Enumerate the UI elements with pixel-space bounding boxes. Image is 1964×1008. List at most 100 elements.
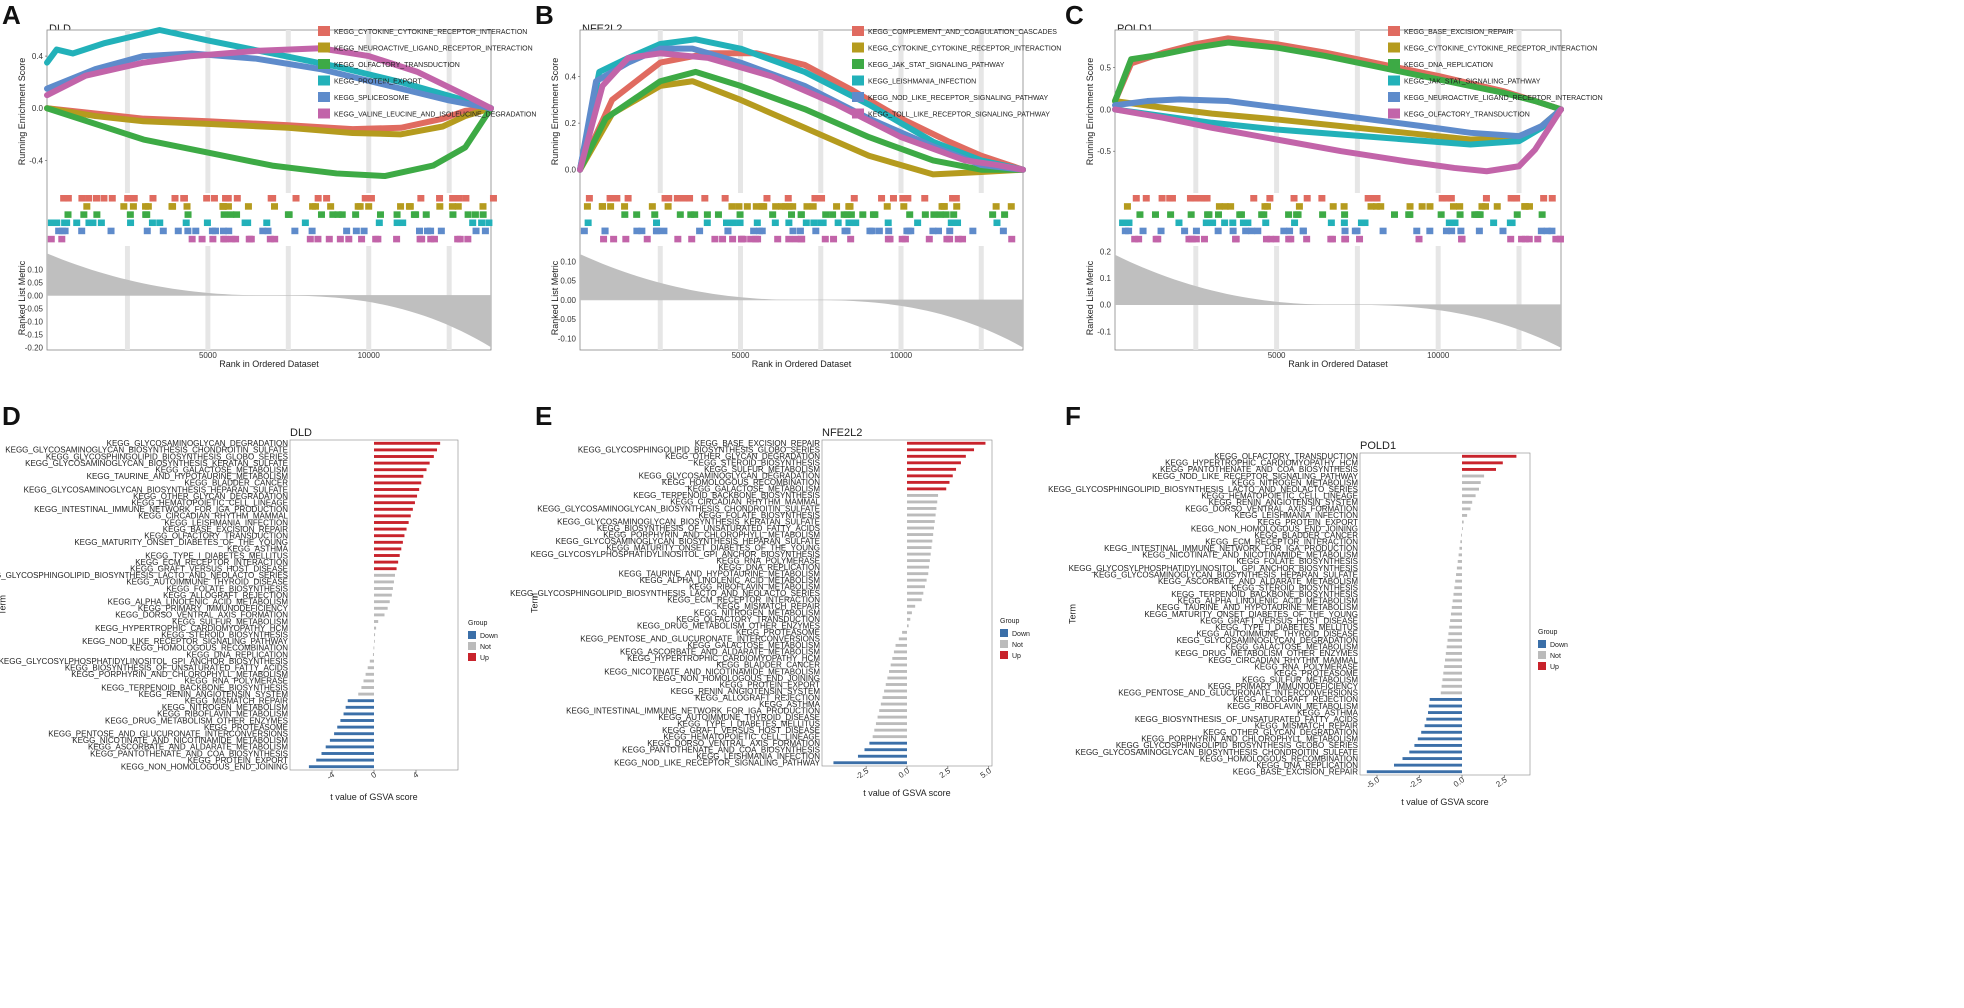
hit-mark [1341,211,1349,218]
rl-ylabel: Ranked List Metric [550,260,560,335]
x-tick-label: -2.5 [854,766,871,782]
term-label: KEGG_GLYCOSAMINOGLYCAN_BIOSYNTHESIS_HEPA… [556,537,820,546]
hit-mark [233,211,241,218]
hit-mark [1303,235,1311,243]
bar-kegg-nod-like-receptor-signaling-pathway [833,761,907,765]
hit-mark [1556,235,1564,243]
term-label: KEGG_INTESTINAL_IMMUNE_NETWORK_FOR_IGA_P… [34,505,288,514]
hit-mark [108,195,116,202]
ranked-list-area [47,253,491,348]
hit-mark [889,195,897,202]
es-tick-label: 0.4 [32,52,44,61]
bar-kegg-glycosaminoglycan-degradation [1447,638,1462,642]
bar-kegg-hypertrophic-cardiomyopathy-hcm [1462,461,1503,465]
bar-kegg-glycosaminoglycan-biosynthesis-keratan-sulfate [374,461,430,465]
hit-mark [365,203,373,210]
legend-swatch [318,108,330,119]
term-label: KEGG_RENIN_ANGIOTENSIN_SYSTEM [1209,498,1359,507]
legend-swatch [852,59,864,69]
bar-kegg-terpenoid-backbone-biosynthesis [907,493,939,497]
rl-tick-label: -0.20 [25,343,44,352]
rl-tick-label: -0.15 [25,330,44,339]
hit-mark [85,219,93,227]
hit-mark [1167,211,1175,218]
bar-kegg-sulfur-metabolism [374,620,379,623]
hit-mark [784,195,792,202]
bar-kegg-nod-like-receptor-signaling-pathway [374,639,375,643]
bar-kegg-riboflavin-metabolism [343,712,374,716]
bar-kegg-bladder-cancer [890,663,907,667]
term-label: KEGG_HOMOLOGOUS_RECOMBINATION [662,478,820,487]
hit-mark [47,235,55,243]
hit-mark [456,235,464,243]
hit-mark [1244,219,1252,227]
legend-label: KEGG_CYTOKINE_CYTOKINE_RECEPTOR_INTERACT… [868,46,1061,53]
hit-mark [1426,203,1434,210]
hit-mark [729,235,737,243]
hit-mark [1119,219,1127,227]
hit-mark [100,195,108,202]
legend-swatch [318,26,330,36]
hit-mark [1007,203,1015,210]
hit-mark [845,203,853,210]
legend-label: Down [1012,631,1030,638]
hit-mark [633,227,641,235]
bar-kegg-dorso-ventral-axis-formation [1462,507,1471,511]
hit-mark [343,227,351,235]
term-label: KEGG_PROTEIN_EXPORT [1258,518,1358,527]
hit-mark [676,211,684,218]
hit-mark [1507,195,1515,202]
hit-mark [1340,203,1348,210]
bar-kegg-riboflavin-metabolism [907,585,925,589]
hit-mark [1449,203,1457,210]
hit-mark [898,235,906,243]
hit-mark [376,211,384,218]
hit-mark [1379,227,1387,235]
hit-mark [334,211,342,218]
term-label: KEGG_GLYCOSAMINOGLYCAN_BIOSYNTHESIS_CHON… [5,446,288,455]
hit-mark [325,235,333,243]
term-label: KEGG_INTESTINAL_IMMUNE_NETWORK_FOR_IGA_P… [566,706,820,715]
hit-mark [1329,203,1337,210]
legend-title: Group [1000,618,1020,625]
hit-mark [180,195,188,202]
term-label: KEGG_GLYCOSPHINGOLIPID_BIOSYNTHESIS_LACT… [0,571,288,580]
hit-mark [1475,227,1483,235]
term-label: KEGG_NOD_LIKE_RECEPTOR_SIGNALING_PATHWAY [1152,472,1359,481]
hit-mark [219,227,227,235]
legend-swatch [852,75,864,86]
hit-mark [781,203,789,210]
bar-kegg-porphyrin-and-chlorophyll-metabolism [365,672,374,676]
hit-mark [841,227,849,235]
term-label: KEGG_STEROID_BIOSYNTHESIS [161,631,288,640]
x-tick-label: 2.5 [938,766,953,780]
hit-mark [1157,227,1165,235]
term-label: KEGG_ECM_RECEPTOR_INTERACTION [135,558,288,567]
hit-mark [271,235,279,243]
hit-mark [686,195,694,202]
hit-mark [914,219,922,227]
bar-kegg-olfactory-transduction [374,534,405,538]
hit-mark [796,227,804,235]
bar-kegg-renin-angiotensin-system [1462,500,1473,504]
hit-mark [633,211,641,218]
term-label: KEGG_RNA_POLYMERASE [185,677,288,686]
legend-label: KEGG_NOD_LIKE_RECEPTOR_SIGNALING_PATHWAY [868,95,1048,102]
hit-mark [184,211,192,218]
term-label: KEGG_LEISHMANIA_INFECTION [164,518,288,527]
term-label: KEGG_TERPENOID_BACKBONE_BIOSYNTHESIS [1171,590,1358,599]
hit-mark [430,235,438,243]
term-label: KEGG_GRAFT_VERSUS_HOST_DISEASE [1200,616,1358,625]
es-tick-label: 0.5 [1100,64,1112,73]
term-label: KEGG_NICOTINATE_AND_NICOTINAMIDE_METABOL… [604,667,820,676]
legend-label: KEGG_JAK_STAT_SIGNALING_PATHWAY [868,62,1005,69]
ranked-list-area [580,254,1023,348]
hit-mark [397,203,405,210]
hit-mark [935,227,943,235]
legend-swatch [1000,640,1008,648]
term-label: KEGG_OTHER_GLYCAN_DEGRADATION [133,492,288,501]
hit-mark [393,219,401,227]
bar-kegg-steroid-biosynthesis [907,461,961,465]
hit-mark [1200,235,1208,243]
